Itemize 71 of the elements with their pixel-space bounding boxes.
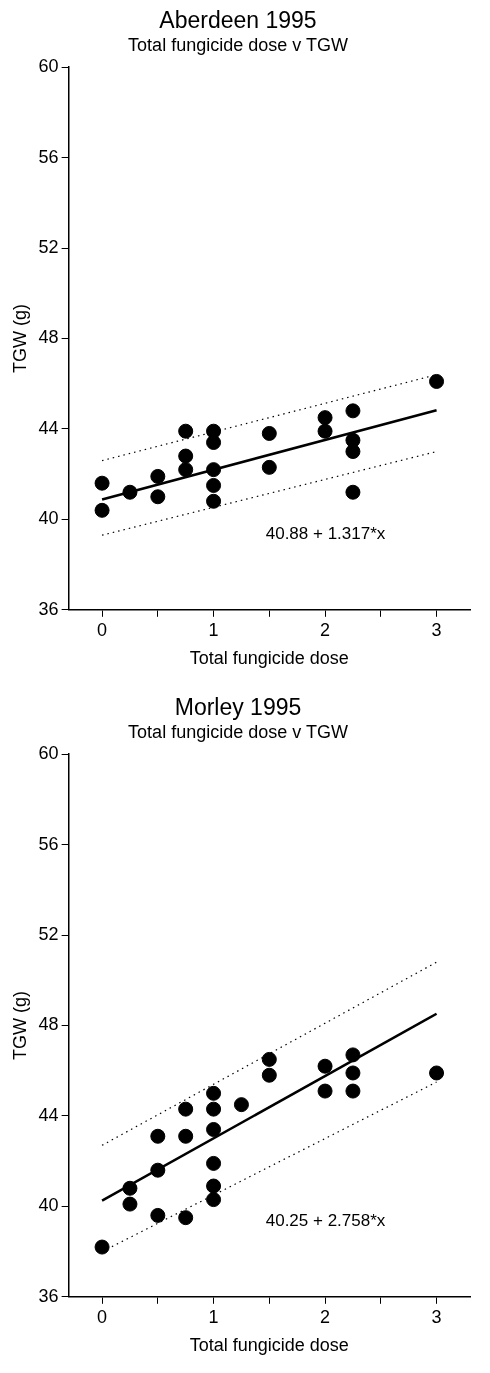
point — [178, 448, 194, 464]
point — [429, 373, 445, 389]
point — [178, 1128, 194, 1144]
point — [345, 1083, 361, 1099]
annotation: 40.25 + 2.758*x — [265, 1210, 386, 1230]
y-tick-label: 60 — [38, 56, 59, 77]
x-tick-label: 3 — [431, 619, 442, 640]
y-tick-label: 56 — [38, 146, 59, 167]
x-tick-label: 2 — [320, 619, 331, 640]
point — [94, 1239, 110, 1255]
x-tick-label: 1 — [208, 619, 219, 640]
chart-title: Morley 1995 — [174, 693, 302, 720]
y-tick-label: 48 — [38, 1013, 59, 1034]
chart-subtitle: Total fungicide dose v TGW — [128, 35, 348, 56]
y-tick-label: 48 — [38, 327, 59, 348]
point — [94, 502, 110, 518]
y-tick-label: 60 — [38, 742, 59, 763]
point — [206, 1121, 222, 1137]
x-tick-label: 0 — [97, 1306, 108, 1327]
point — [122, 1196, 138, 1212]
y-tick-label: 52 — [38, 923, 59, 944]
point — [178, 1209, 194, 1225]
point — [429, 1064, 445, 1080]
point — [317, 1058, 333, 1074]
point — [206, 1178, 222, 1194]
point — [317, 423, 333, 439]
y-tick-label: 40 — [38, 1194, 59, 1215]
y-tick-label: 52 — [38, 237, 59, 258]
x-tick-label: 3 — [431, 1306, 442, 1327]
x-axis-title: Total fungicide dose — [189, 648, 349, 669]
x-tick-label: 0 — [97, 619, 108, 640]
point — [233, 1096, 249, 1112]
point — [206, 493, 222, 509]
point — [345, 432, 361, 448]
point — [206, 1101, 222, 1117]
y-axis-title: TGW (g) — [9, 304, 30, 373]
y-tick-label: 44 — [38, 1104, 59, 1125]
point — [345, 1064, 361, 1080]
y-tick-label: 36 — [38, 1285, 59, 1306]
y-tick-label: 44 — [38, 417, 59, 438]
y-tick-label: 36 — [38, 598, 59, 619]
chart-subtitle: Total fungicide dose v TGW — [128, 721, 348, 742]
point — [345, 403, 361, 419]
x-tick-label: 1 — [208, 1306, 219, 1327]
point — [178, 462, 194, 478]
point — [178, 423, 194, 439]
point — [206, 423, 222, 439]
chart-title: Aberdeen 1995 — [159, 7, 317, 34]
point — [261, 459, 277, 475]
y-tick-label: 40 — [38, 508, 59, 529]
point — [261, 1067, 277, 1083]
x-tick-label: 2 — [320, 1306, 331, 1327]
point — [150, 1207, 166, 1223]
point — [178, 1101, 194, 1117]
annotation: 40.88 + 1.317*x — [265, 523, 386, 543]
point — [317, 1083, 333, 1099]
point — [150, 489, 166, 505]
point — [94, 475, 110, 491]
point — [206, 1085, 222, 1101]
y-tick-label: 56 — [38, 833, 59, 854]
point — [317, 410, 333, 426]
x-axis-title: Total fungicide dose — [189, 1334, 349, 1355]
point — [206, 1191, 222, 1207]
point — [261, 1051, 277, 1067]
point — [261, 425, 277, 441]
point — [206, 1155, 222, 1171]
y-axis-title: TGW (g) — [9, 990, 30, 1060]
point — [150, 1128, 166, 1144]
point — [345, 484, 361, 500]
point — [150, 468, 166, 484]
point — [206, 477, 222, 493]
